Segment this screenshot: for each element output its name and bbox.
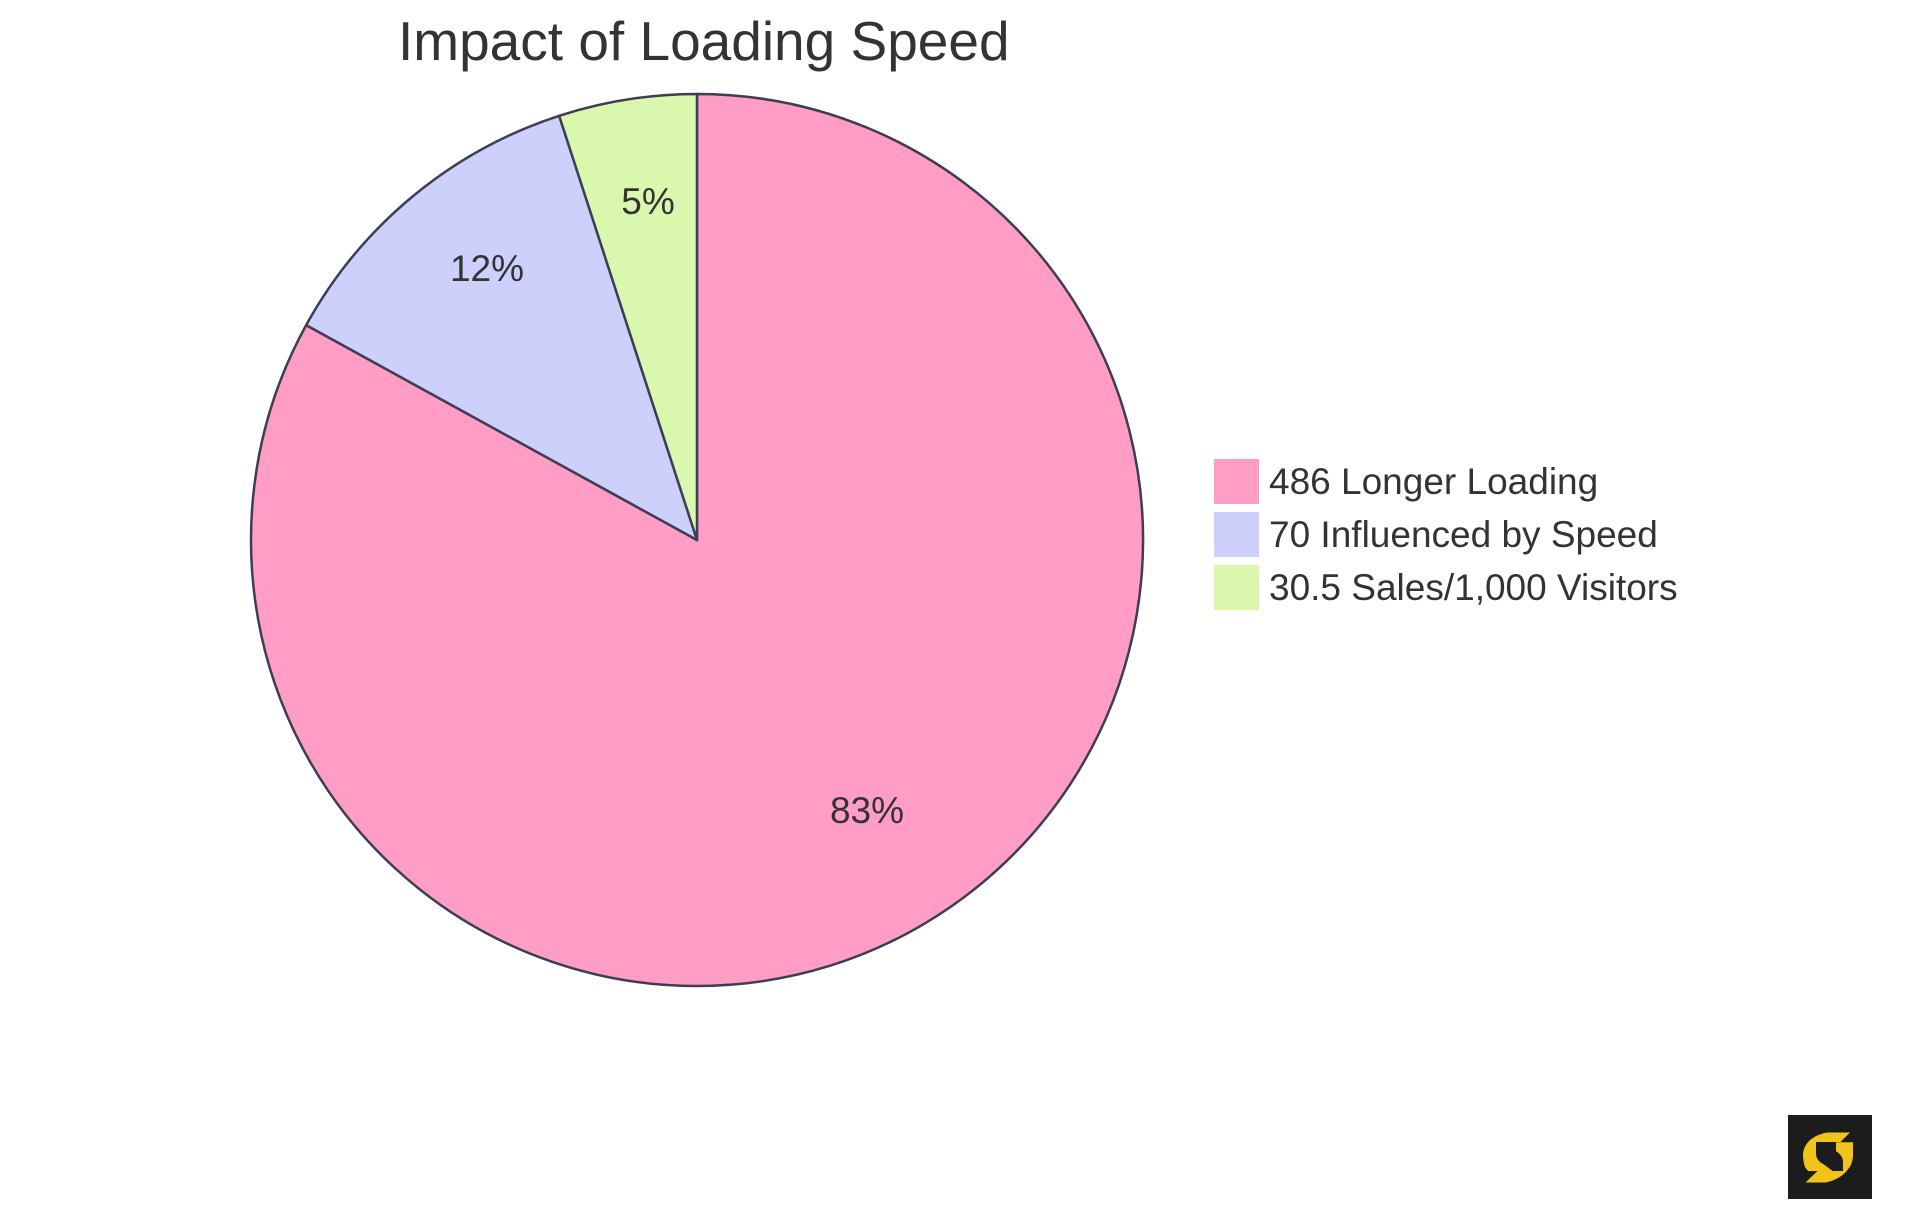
svg-text:83%: 83% [830,790,904,831]
svg-text:5%: 5% [621,181,674,222]
svg-text:12%: 12% [450,248,524,289]
